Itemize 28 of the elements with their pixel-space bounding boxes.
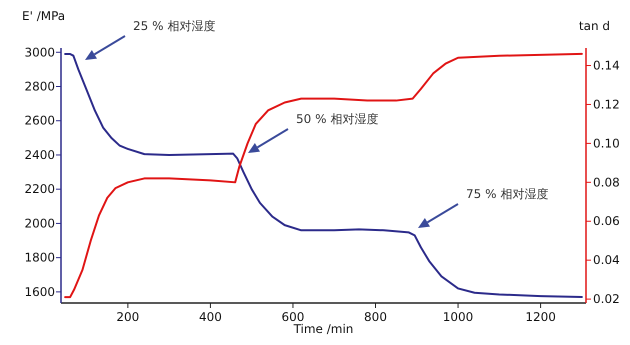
- x-tick-label: 1200: [525, 310, 556, 324]
- y-axis-title: E' /MPa: [22, 9, 66, 23]
- y2-tick-label: 0.04: [593, 253, 620, 268]
- line-series: [64, 52, 583, 298]
- y2-tick-label: 0.06: [593, 214, 620, 228]
- y-tick-label: 2000: [24, 216, 55, 230]
- y2-tick-label: 0.14: [593, 58, 620, 73]
- y2-axis-title: tan d: [578, 19, 610, 33]
- text: 25 % 相对湿度: [133, 19, 216, 33]
- annotation: 75 % 相对湿度: [466, 187, 548, 201]
- y2-tick-label: 0.02: [593, 292, 620, 306]
- y2-tick-label: 0.12: [593, 97, 620, 112]
- x-tick-label: 800: [364, 310, 387, 324]
- y-tick-label: 3000: [24, 45, 55, 60]
- annotation: 50 % 相对湿度: [296, 112, 378, 126]
- y-tick-label: 2400: [24, 148, 55, 162]
- y2-tick-label: 0.08: [593, 175, 620, 190]
- x-tick-label: 600: [282, 310, 304, 324]
- x-tick-label: 200: [116, 310, 140, 324]
- y-tick-label: 2600: [24, 114, 55, 128]
- x-tick-label: 1000: [442, 310, 474, 324]
- y-tick-label: 2200: [24, 182, 55, 196]
- y-tick-label: 1800: [24, 250, 55, 265]
- x-tick-label: 400: [198, 310, 222, 324]
- y-tick-label: 2800: [24, 80, 55, 94]
- y-tick-label: 1600: [24, 284, 55, 299]
- x-axis-title: Time /min: [292, 322, 354, 336]
- y2-tick-label: 0.10: [593, 136, 620, 150]
